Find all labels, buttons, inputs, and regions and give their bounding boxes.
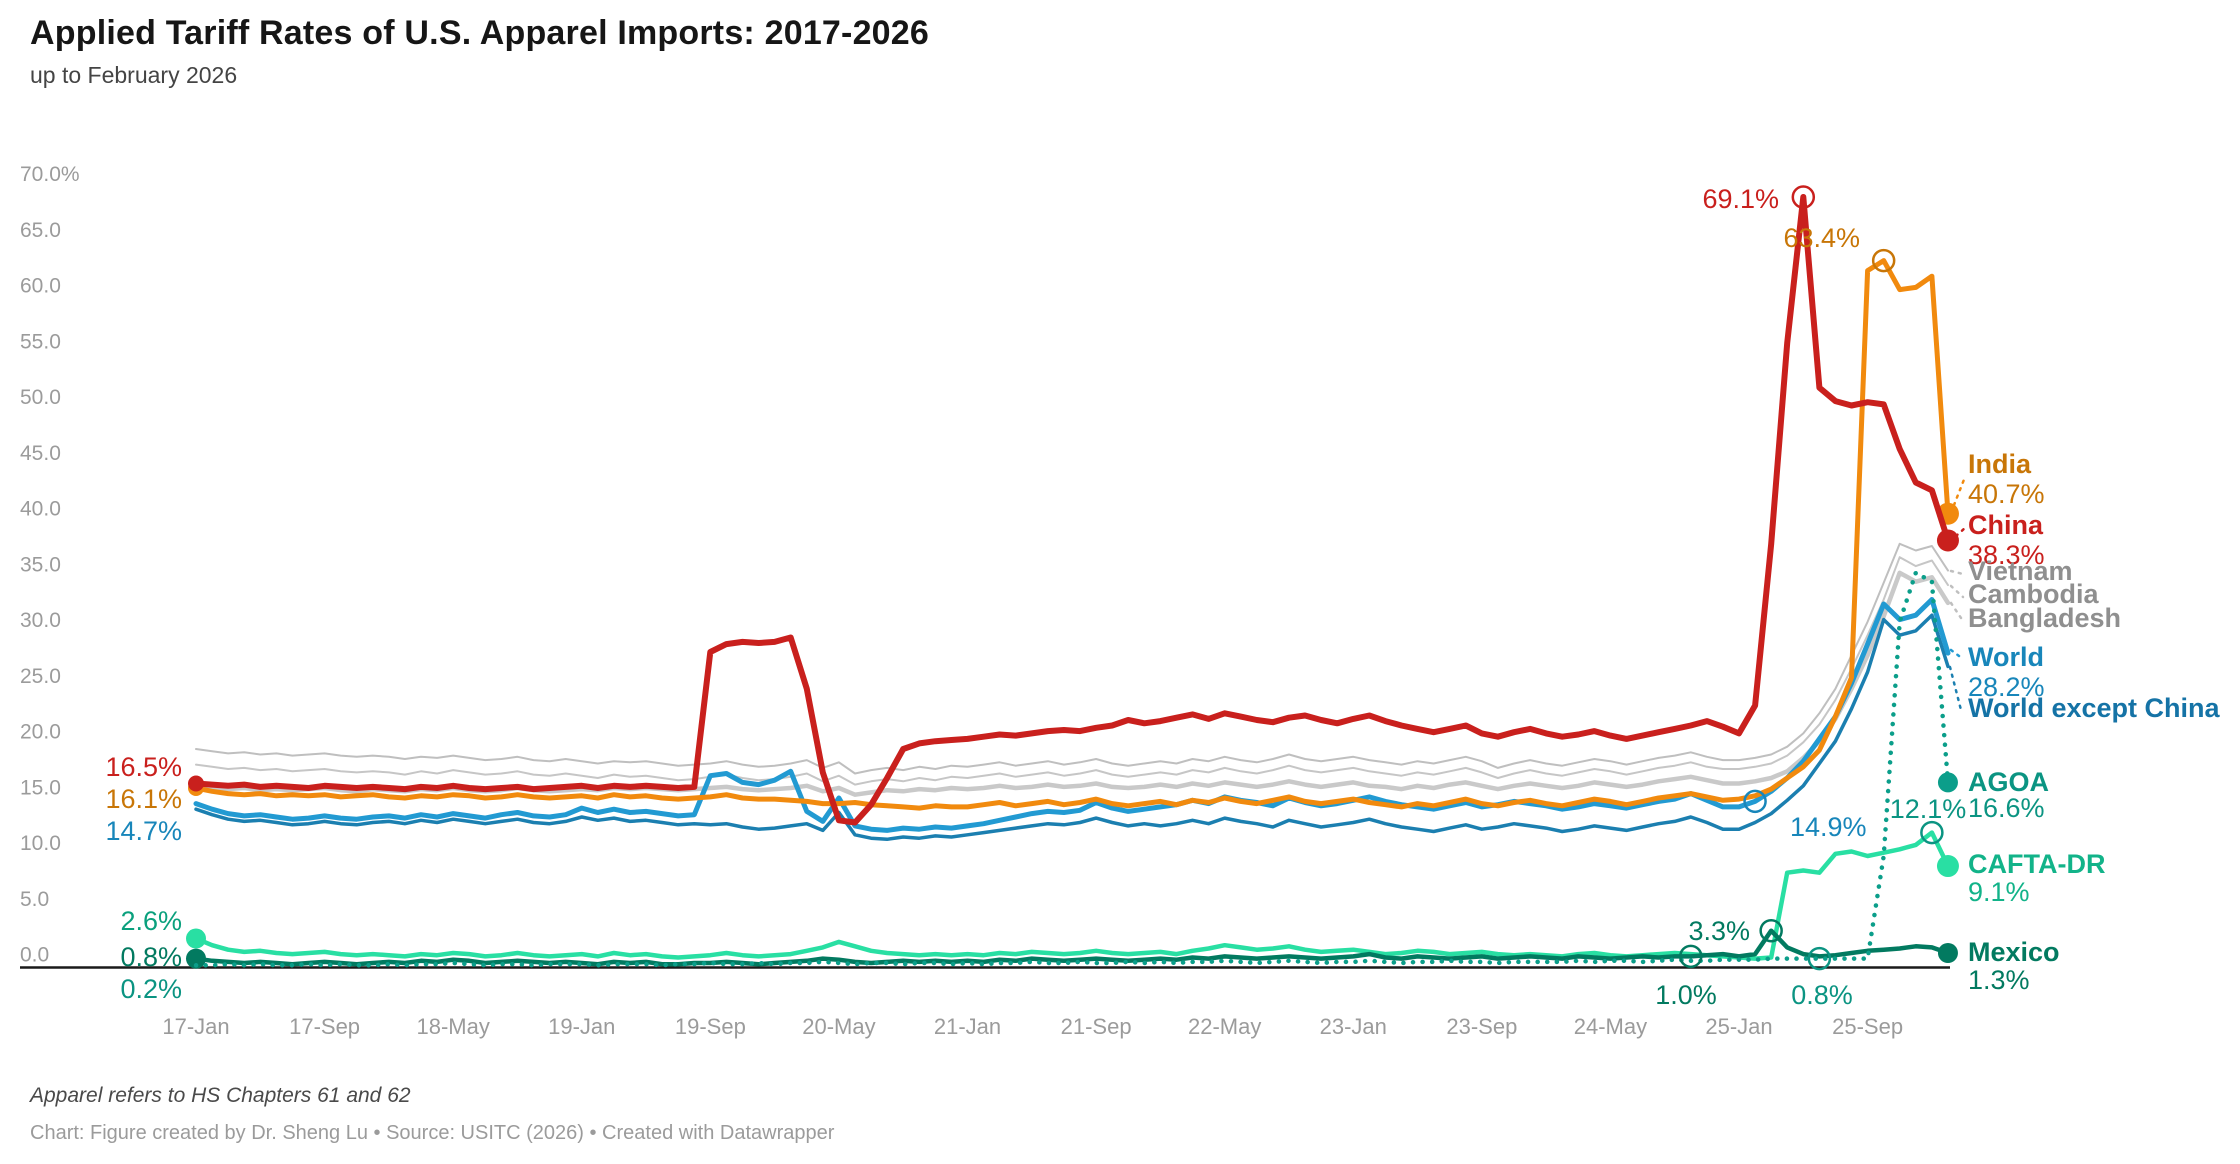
y-axis-label: 5.0 [20,888,49,911]
x-axis-label: 17-Sep [289,1014,360,1039]
y-axis-label: 25.0 [20,665,61,688]
legend-leader-world [1949,648,1965,661]
x-axis-label: 25-Sep [1832,1014,1903,1039]
y-axis-label: 60.0 [20,275,61,298]
annotation-circle-cafta [1920,820,1944,845]
y-axis-label: 40.0 [20,498,61,521]
legend-leader-china [1954,526,1967,538]
legend-label-cafta-value: 9.1% [1968,877,2030,907]
legend-label-cafta-name: CAFTA-DR [1968,849,2105,879]
series-line-mexico[interactable] [193,928,1951,967]
y-axis-label: 30.0 [20,609,61,632]
legend-label-china-value: 38.3% [1968,540,2045,570]
y-axis-label: 50.0 [20,386,61,409]
legend-label-vietnam-name: Vietnam [1968,556,2073,586]
annotation-value-label: 16.5% [105,752,182,782]
legend-label-wec-name: World except China [1968,693,2221,723]
x-axis-label: 21-Jan [934,1014,1001,1039]
series-end-dot-agoa [1937,772,1958,793]
x-axis-label: 24-May [1574,1014,1647,1039]
legend-label-cambodia-name: Cambodia [1968,579,2100,609]
legend-leader-india [1952,475,1967,507]
y-axis-label: 55.0 [20,330,61,353]
annotation-circle-india [1871,248,1896,273]
legend-label-mexico-name: Mexico [1968,937,2060,967]
annotation-value-label: 0.2% [120,974,182,1004]
y-axis-label: 20.0 [20,721,61,744]
x-axis-label: 21-Sep [1061,1014,1132,1039]
series-line-wec[interactable] [194,613,1950,842]
annotation-circle-mexico [1679,944,1703,969]
legend-label-china-name: China [1968,510,2044,540]
annotation-value-label: 0.8% [120,942,182,972]
series-line-china[interactable] [193,194,1951,826]
annotation-circle-mexico [1759,918,1783,943]
legend-label-agoa-name: AGOA [1968,767,2049,797]
series-line-india[interactable] [193,258,1951,811]
x-axis-label: 20-May [802,1014,875,1039]
series-start-dot-cafta [186,928,206,949]
page-title: Applied Tariff Rates of U.S. Apparel Imp… [30,14,930,52]
annotation-value-label: 1.0% [1655,980,1717,1010]
annotation-value-label: 16.1% [105,784,182,814]
legend-leader-vietnam [1949,569,1965,576]
series-line-world[interactable] [193,597,1951,833]
series-end-dot-cafta [1936,855,1959,878]
x-axis-label: 17-Jan [162,1014,229,1039]
chart-subtitle: up to February 2026 [30,62,238,88]
x-axis-label: 25-Jan [1705,1014,1772,1039]
x-axis-label: 18-May [416,1014,489,1039]
legend-leader-bangladesh [1949,601,1965,623]
annotation-value-label: 63.4% [1783,223,1860,253]
y-axis-label: 45.0 [20,442,61,465]
annotation-value-label: 14.7% [105,816,182,846]
annotation-value-label: 12.1% [1890,794,1967,824]
chart-attribution: Chart: Figure created by Dr. Sheng Lu • … [30,1122,835,1144]
series-end-dot-mexico [1937,943,1958,964]
legend-leader-cambodia [1949,584,1965,599]
annotation-circle-world [1743,789,1767,814]
legend-label-india-name: India [1968,449,2032,479]
x-axis-label: 19-Sep [675,1014,746,1039]
series-start-dot-mexico [186,948,206,969]
x-axis-label: 19-Jan [548,1014,615,1039]
x-axis-label: 23-Jan [1320,1014,1387,1039]
series-line-vietnam[interactable] [195,542,1949,775]
x-axis-label: 22-May [1188,1014,1261,1039]
series-line-cafta[interactable] [193,830,1951,961]
annotation-value-label: 2.6% [120,906,182,936]
annotation-value-label: 69.1% [1702,184,1779,214]
series-end-dot-china [1936,529,1959,552]
y-axis-label: 0.0 [20,944,49,967]
annotation-value-label: 0.8% [1791,980,1853,1010]
legend-label-india-value: 40.7% [1968,479,2045,509]
legend-label-world-value: 28.2% [1968,672,2045,702]
annotation-circle-china [1791,185,1816,209]
legend-label-bangladesh-name: Bangladesh [1968,603,2121,633]
series-line-agoa[interactable] [193,570,1951,968]
series-line-bangladesh[interactable] [193,570,1951,797]
y-axis-label: 10.0 [20,832,61,855]
y-axis-label: 65.0 [20,219,61,242]
legend-label-mexico-value: 1.3% [1968,965,2030,995]
chart-footnote: Apparel refers to HS Chapters 61 and 62 [30,1084,411,1107]
x-axis-label: 23-Sep [1446,1014,1517,1039]
y-axis-label: 15.0 [20,776,61,799]
annotation-value-label: 3.3% [1688,916,1750,946]
y-axis-label: 70.0% [20,163,80,186]
annotation-circle-agoa [1807,946,1832,971]
series-start-dot-china [188,775,204,792]
legend-leader-wec [1948,665,1963,712]
annotation-value-label: 14.9% [1790,812,1867,842]
y-axis-label: 35.0 [20,553,61,576]
legend-label-world-name: World [1968,642,2044,672]
series-line-cambodia[interactable] [195,556,1949,786]
legend-label-agoa-value: 16.6% [1968,793,2045,823]
